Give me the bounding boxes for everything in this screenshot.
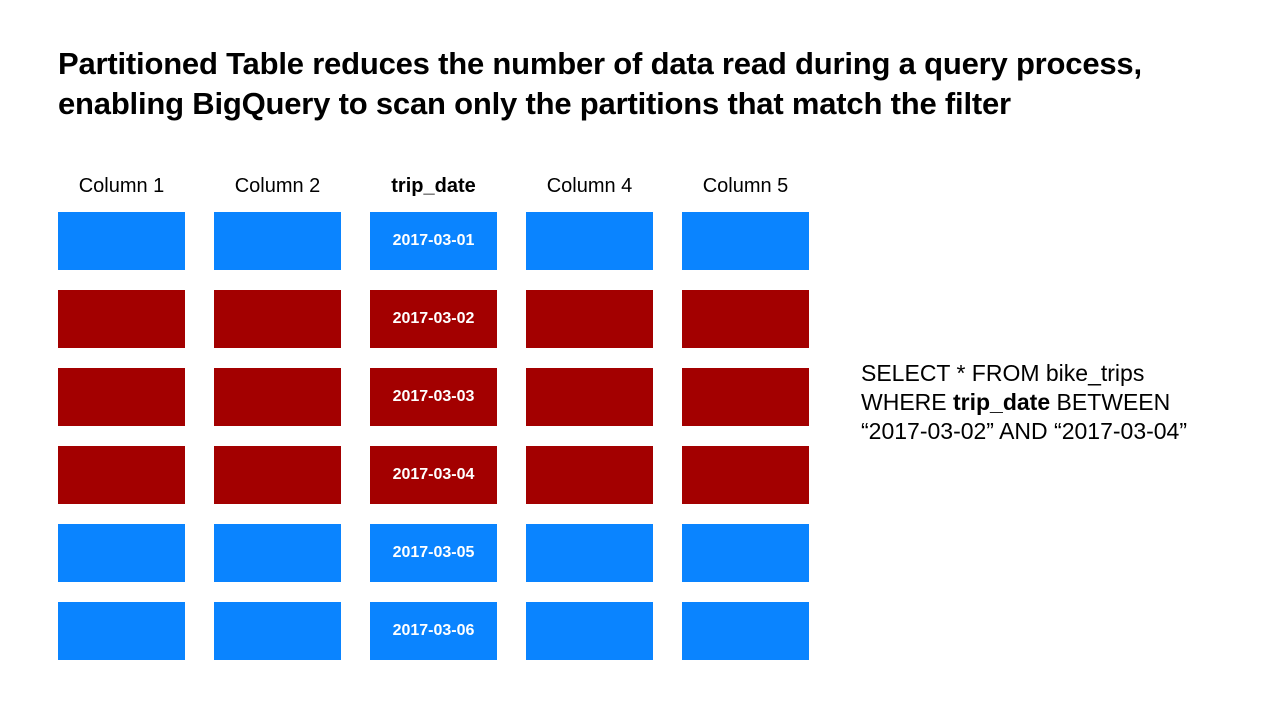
- query-line-1: SELECT * FROM bike_trips: [861, 360, 1145, 386]
- query-partition-key: trip_date: [953, 389, 1051, 415]
- sql-query: SELECT * FROM bike_trips WHERE trip_date…: [861, 359, 1187, 446]
- partition-key-cell: 2017-03-03: [370, 368, 497, 426]
- column-header-5: Column 5: [702, 175, 789, 197]
- partition-key-cell: 2017-03-04: [370, 446, 497, 504]
- partition-cell-scanned: [526, 368, 653, 426]
- partition-cell-unscanned: [214, 212, 341, 270]
- partition-cell-unscanned: [682, 524, 809, 582]
- partition-cell-unscanned: [58, 602, 185, 660]
- column-header-2: Column 2: [234, 175, 321, 197]
- partition-cell-scanned: [214, 446, 341, 504]
- title-line-1: Partitioned Table reduces the number of …: [58, 46, 1142, 81]
- column-header-partition-key: trip_date: [391, 175, 476, 197]
- partition-cell-unscanned: [682, 212, 809, 270]
- query-where: WHERE: [861, 389, 953, 415]
- column-header-4: Column 4: [546, 175, 633, 197]
- partition-cell-scanned: [682, 446, 809, 504]
- partition-key-cell: 2017-03-01: [370, 212, 497, 270]
- diagram-title: Partitioned Table reduces the number of …: [58, 44, 1258, 124]
- partition-cell-unscanned: [214, 524, 341, 582]
- partition-cell-unscanned: [58, 212, 185, 270]
- partition-cell-scanned: [58, 446, 185, 504]
- partition-cell-unscanned: [526, 524, 653, 582]
- partition-cell-unscanned: [214, 602, 341, 660]
- partition-cell-scanned: [214, 368, 341, 426]
- title-line-2: enabling BigQuery to scan only the parti…: [58, 86, 1011, 121]
- query-between: BETWEEN: [1050, 389, 1171, 415]
- partition-cell-scanned: [214, 290, 341, 348]
- partition-cell-unscanned: [526, 212, 653, 270]
- partition-key-cell: 2017-03-05: [370, 524, 497, 582]
- partition-cell-unscanned: [526, 602, 653, 660]
- query-line-3: “2017-03-02” AND “2017-03-04”: [861, 418, 1188, 444]
- partition-cell-scanned: [526, 446, 653, 504]
- partition-cell-scanned: [682, 368, 809, 426]
- column-header-1: Column 1: [78, 175, 165, 197]
- partition-key-cell: 2017-03-02: [370, 290, 497, 348]
- partition-cell-scanned: [526, 290, 653, 348]
- partition-cell-scanned: [58, 368, 185, 426]
- partition-cell-scanned: [682, 290, 809, 348]
- partition-cell-unscanned: [58, 524, 185, 582]
- partition-cell-scanned: [58, 290, 185, 348]
- partition-cell-unscanned: [682, 602, 809, 660]
- partition-key-cell: 2017-03-06: [370, 602, 497, 660]
- query-line-2: WHERE trip_date BETWEEN: [861, 388, 1187, 417]
